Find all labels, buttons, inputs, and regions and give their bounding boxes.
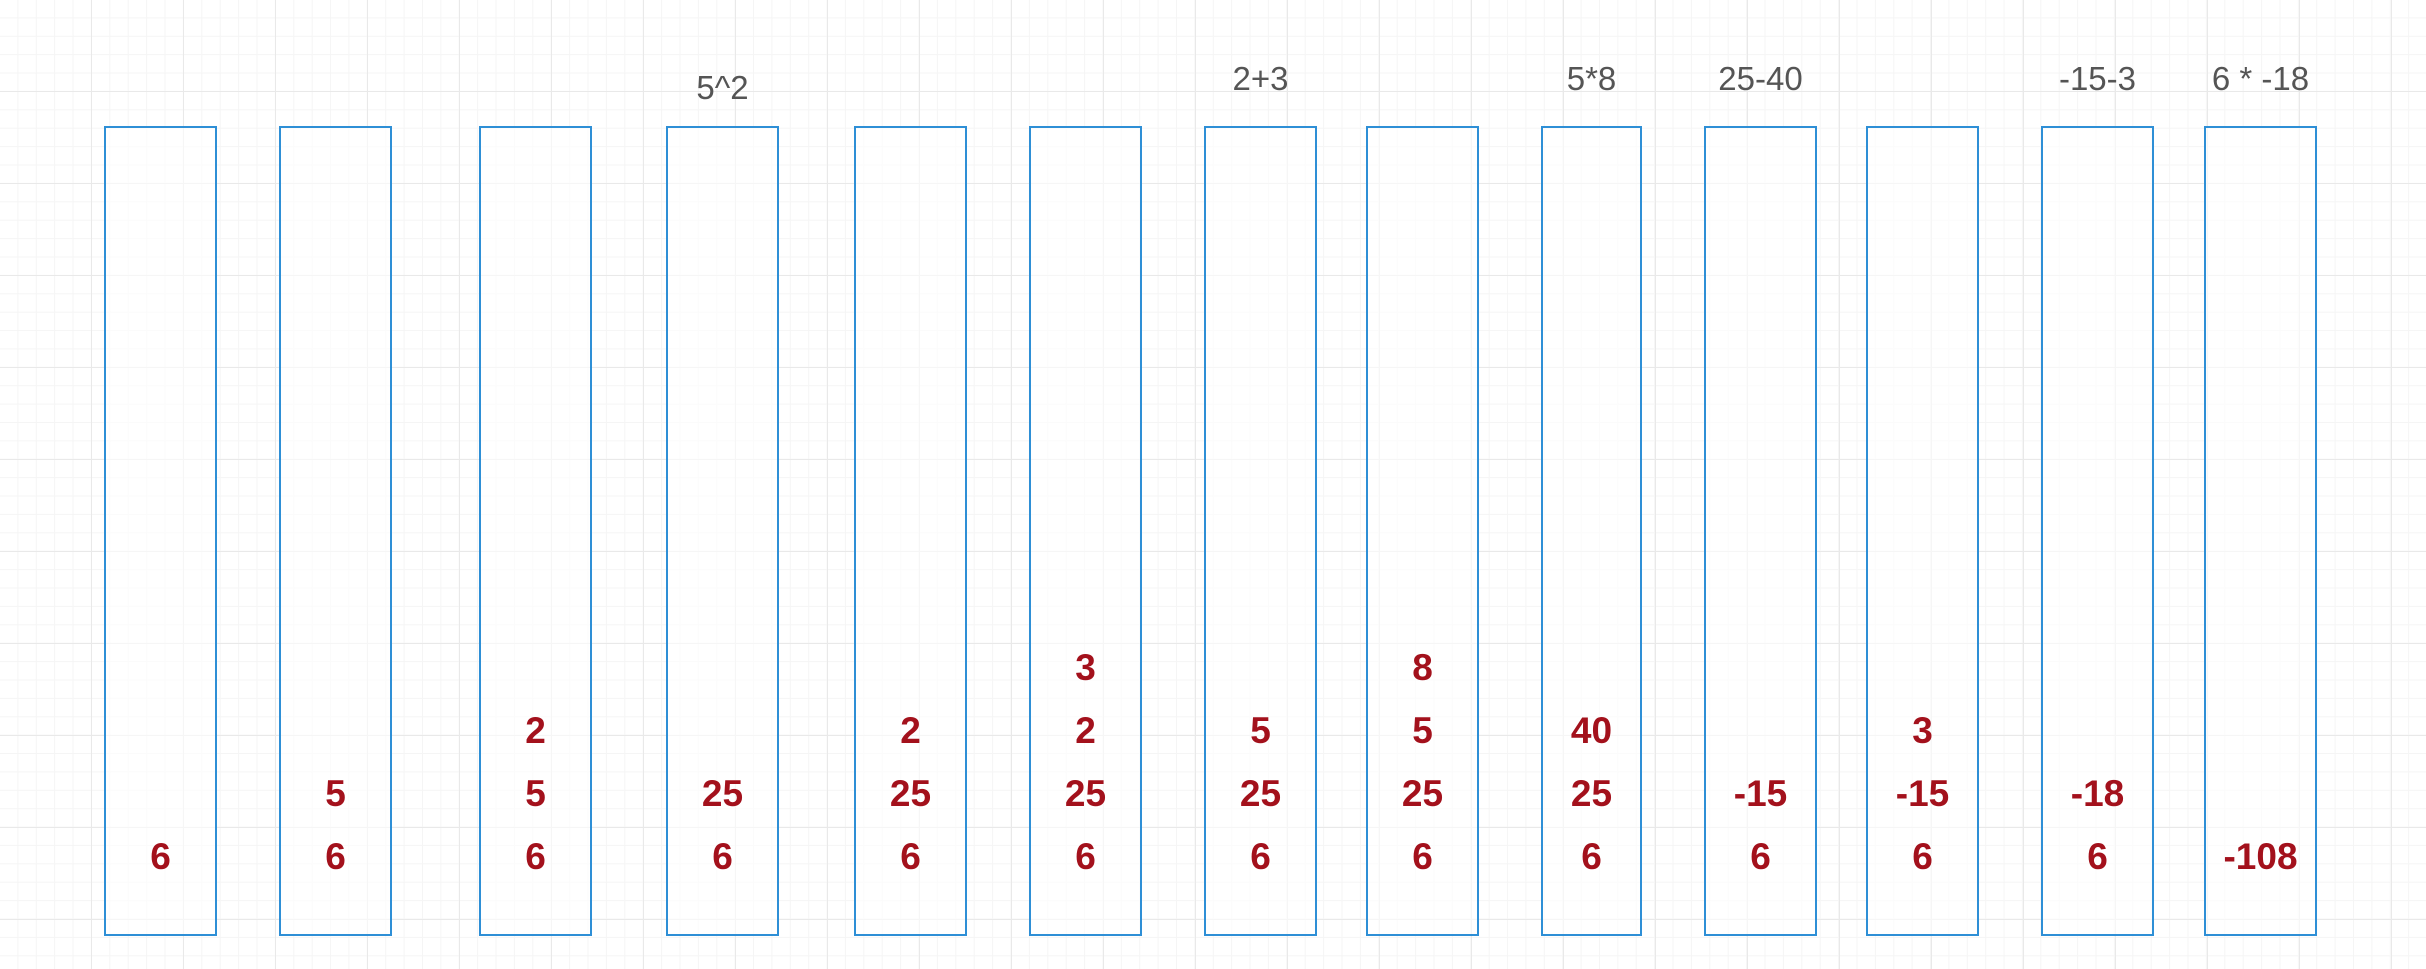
stack-value: 6 [150,836,171,877]
stack-value: -108 [2223,836,2298,877]
stack-value: 2 [1075,710,1096,751]
stack-box: 2 5 6 [479,126,592,936]
stack-box: 2 25 6 [854,126,967,936]
stack-value: 6 [1750,836,1771,877]
stack-column: 2 25 6 [854,0,967,969]
stack-value: 3 [1912,710,1933,751]
stack-value: 6 [712,836,733,877]
operation-label: 5*8 [1566,60,1617,97]
stack-box: -15 6 [1704,126,1817,936]
stack-value: 6 [1412,836,1433,877]
stack-column: 6 * -18 -108 [2204,0,2317,969]
stack-value: -15 [1895,773,1950,814]
stack-value: -18 [2070,773,2125,814]
operation-label: -15-3 [2058,60,2137,97]
stack-column: 25-40 -15 6 [1704,0,1817,969]
stack-items: 5 25 6 [1206,699,1315,888]
stack-box: 3 2 25 6 [1029,126,1142,936]
stack-value: 25 [701,773,744,814]
stack-column: 2 5 6 [479,0,592,969]
stack-value: 6 [2087,836,2108,877]
stack-value: 6 [1075,836,1096,877]
stack-value: -15 [1733,773,1788,814]
operation-label: 6 * -18 [2211,60,2310,97]
stack-box: -108 [2204,126,2317,936]
stack-items: 8 5 25 6 [1368,636,1477,888]
stack-value: 5 [525,773,546,814]
stack-column: 8 5 25 6 [1366,0,1479,969]
stack-value: 2 [900,710,921,751]
stack-items: 2 25 6 [856,699,965,888]
stack-value: 8 [1412,647,1433,688]
stack-value: 6 [1912,836,1933,877]
stack-items: -108 [2206,825,2315,888]
stack-value: 25 [1239,773,1282,814]
stack-value: 6 [1250,836,1271,877]
stack-box: 6 [104,126,217,936]
stack-value: 25 [1064,773,1107,814]
stack-box: 3 -15 6 [1866,126,1979,936]
stack-column: 6 [104,0,217,969]
stack-value: 25 [1570,773,1613,814]
stack-items: 6 [106,825,215,888]
stack-items: -15 6 [1706,762,1815,888]
stack-value: 5 [1412,710,1433,751]
stack-value: 6 [325,836,346,877]
operation-label: 2+3 [1232,60,1289,97]
operation-label: 5^2 [696,69,749,106]
stack-box: 25 6 [666,126,779,936]
stack-value: 3 [1075,647,1096,688]
stack-column: 5^2 25 6 [666,0,779,969]
stack-items: 3 -15 6 [1868,699,1977,888]
stack-value: 25 [1401,773,1444,814]
stack-column: 2+3 5 25 6 [1204,0,1317,969]
stack-box: 5 25 6 [1204,126,1317,936]
stack-column: 3 -15 6 [1866,0,1979,969]
stack-box: 40 25 6 [1541,126,1642,936]
stack-items: 25 6 [668,762,777,888]
stack-column: 5*8 40 25 6 [1541,0,1642,969]
stack-value: 5 [1250,710,1271,751]
stack-items: 2 5 6 [481,699,590,888]
stack-items: 40 25 6 [1543,699,1640,888]
stack-value: 40 [1570,710,1613,751]
stack-box: -18 6 [2041,126,2154,936]
stack-value: 6 [525,836,546,877]
stack-value: 6 [1581,836,1602,877]
stack-value: 6 [900,836,921,877]
stack-items: -18 6 [2043,762,2152,888]
stack-items: 3 2 25 6 [1031,636,1140,888]
stack-value: 25 [889,773,932,814]
stack-column: 3 2 25 6 [1029,0,1142,969]
stack-value: 5 [325,773,346,814]
stack-box: 8 5 25 6 [1366,126,1479,936]
operation-label: 25-40 [1718,60,1803,97]
stack-column: -15-3 -18 6 [2041,0,2154,969]
stack-value: 2 [525,710,546,751]
